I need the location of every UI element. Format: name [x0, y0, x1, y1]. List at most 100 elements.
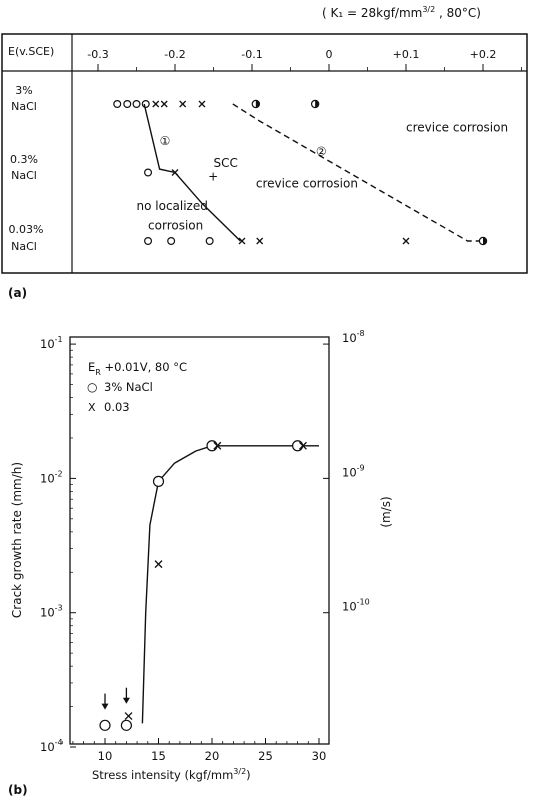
legend-x-symbol: X — [88, 401, 96, 414]
panel-b-y-tick-exponent: -4 — [55, 738, 63, 747]
point-3pct-nacl — [292, 440, 304, 452]
panel-a-annotation: no localized — [137, 199, 208, 213]
point-cross — [179, 100, 187, 108]
panel-b-y2-tick-label: 10-9 — [342, 463, 365, 479]
legend-x-label: 0.03 — [104, 400, 130, 414]
panel-b-arrows — [101, 687, 130, 710]
panel-a-condition: ( K₁ = 28kgf/mm3/2 , 80°C) — [322, 5, 481, 20]
boundary-line-2 — [232, 103, 483, 242]
x-stroke — [213, 441, 222, 450]
row-label-0-3-line2: NaCl — [11, 169, 37, 182]
panel-a-label: (a) — [8, 286, 27, 300]
arrow-head — [101, 703, 109, 710]
x-stroke — [402, 237, 410, 245]
legend-condition: ER +0.01V, 80 °C — [88, 360, 187, 377]
point-0-03-nacl — [124, 712, 133, 721]
down-arrow — [101, 693, 109, 710]
panel-b-points — [99, 440, 307, 731]
panel-a-annotation: + — [208, 170, 218, 184]
point-cross — [256, 237, 264, 245]
panel-b-y2-tick-exponent: -9 — [357, 463, 365, 472]
panel-b-x-tick-label: 25 — [258, 749, 273, 763]
panel-a-annotations: ① ② SCC+ crevice corrosion crevice corrosion… — [137, 120, 509, 232]
x-stroke — [160, 100, 168, 108]
point-cross — [171, 169, 179, 176]
panel-a-points — [113, 99, 488, 246]
point-half-filled — [251, 99, 261, 109]
point-3pct-nacl — [206, 440, 218, 452]
panel-b-y2-tick-exponent: -10 — [357, 598, 370, 607]
panel-b-y-tick-label: 10-2 — [40, 469, 63, 485]
panel-b-y2-tick-label: 10-10 — [342, 598, 370, 614]
panel-a-annotation: SCC — [214, 156, 238, 170]
point-open-circle — [123, 99, 132, 108]
point-0-03-nacl — [213, 441, 222, 450]
point-3pct-nacl — [99, 719, 111, 731]
point-cross — [402, 237, 410, 245]
point-open-circle — [141, 99, 150, 108]
point-cross — [160, 100, 168, 108]
x-stroke — [171, 169, 179, 176]
panel-b-legend: ER +0.01V, 80 °C ○ 3% NaCl X 0.03 — [87, 360, 187, 414]
panel-b-y-tick-label: 10-4 — [40, 738, 63, 754]
panel-b: 10 15 20 25 3010-410-310-210-110-1010-910-8 … — [8, 329, 393, 797]
x-stroke — [298, 441, 307, 450]
point-open-circle — [144, 168, 153, 177]
point-0-03-nacl — [298, 441, 307, 450]
x-stroke — [179, 100, 187, 108]
panel-b-y-tick-exponent: -2 — [55, 469, 63, 478]
panel-a-x-tick-label: -0.1 — [241, 48, 262, 61]
panel-b-curve — [141, 445, 319, 724]
panel-b-y2-tick-label: 10-8 — [342, 329, 365, 345]
point-open-circle — [205, 237, 214, 246]
x-stroke — [154, 560, 163, 569]
x-stroke — [256, 237, 264, 245]
panel-b-ylabel: Crack growth rate (mm/h) — [10, 462, 24, 618]
row-label-3-line1: 3% — [15, 84, 32, 97]
point-3pct-nacl — [152, 475, 165, 487]
panel-a: ( K₁ = 28kgf/mm3/2 , 80°C) E(v.SCE) 3% N… — [1, 5, 528, 300]
x-stroke — [198, 100, 206, 108]
panel-b-label: (b) — [8, 783, 28, 797]
crack-growth-curve — [141, 445, 319, 724]
row-label-0-03-line1: 0.03% — [9, 223, 44, 236]
panel-b-y2-tick-exponent: -8 — [357, 329, 365, 338]
panel-a-annotation: crevice corrosion — [406, 120, 508, 134]
half-fill — [315, 100, 319, 108]
panel-b-x-tick-label: 20 — [205, 749, 220, 763]
panel-a-annotation: ② — [316, 144, 327, 158]
panel-a-annotation: crevice corrosion — [256, 177, 358, 191]
down-arrow — [122, 687, 130, 704]
legend-o-symbol: ○ — [87, 380, 97, 394]
panel-a-x-tick-label: +0.2 — [470, 48, 497, 61]
point-open-circle — [167, 237, 176, 246]
panel-b-y2label: (m/s) — [379, 496, 393, 527]
half-fill — [483, 237, 487, 245]
point-0-03-nacl — [154, 560, 163, 569]
panel-b-x-tick-label: 10 — [98, 749, 113, 763]
panel-b-x-tick-label: 30 — [312, 749, 327, 763]
panel-a-x-tick-label: -0.2 — [164, 48, 185, 61]
x-stroke — [238, 237, 246, 245]
panel-a-annotation: corrosion — [148, 218, 203, 232]
point-open-circle — [144, 237, 153, 246]
point-cross — [238, 237, 246, 245]
point-3pct-nacl — [120, 719, 133, 731]
row-label-3-line2: NaCl — [11, 100, 37, 113]
row-label-0-3-line1: 0.3% — [10, 153, 38, 166]
panel-b-y-tick-exponent: -1 — [55, 335, 63, 344]
arrow-head — [122, 697, 130, 704]
panel-b-y-tick-label: 10-3 — [40, 604, 63, 620]
legend-o-label: 3% NaCl — [104, 380, 153, 394]
panel-b-y-tick-label: 10-1 — [40, 335, 63, 351]
panel-b-frame — [69, 336, 330, 745]
panel-a-row-header: E(v.SCE) — [8, 45, 54, 58]
panel-b-xlabel: Stress intensity (kgf/mm3/2) — [92, 767, 251, 782]
panel-a-x-tick-label: 0 — [326, 48, 333, 61]
point-half-filled — [478, 236, 488, 246]
panel-b-x-tick-label: 15 — [151, 749, 166, 763]
panel-a-frame — [1, 33, 528, 274]
half-fill — [255, 100, 260, 108]
panel-b-y-tick-exponent: -3 — [55, 604, 63, 613]
